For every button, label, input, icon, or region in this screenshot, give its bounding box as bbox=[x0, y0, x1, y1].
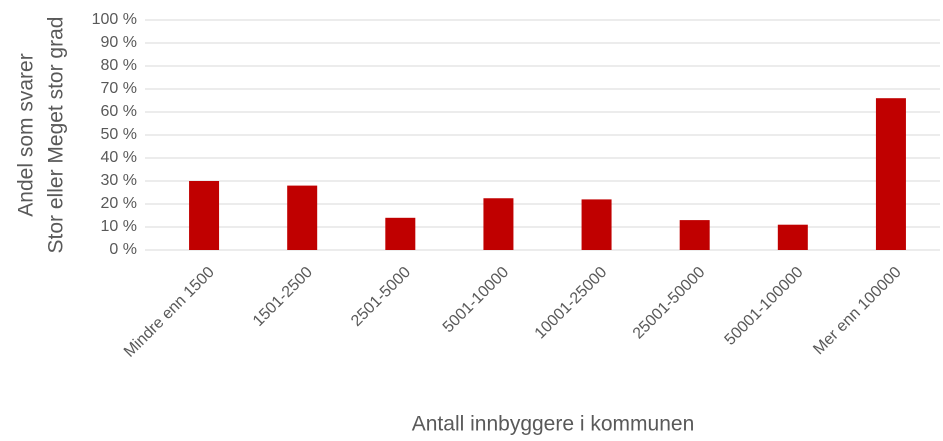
y-tick-label: 100 % bbox=[92, 11, 137, 28]
y-tick-label: 80 % bbox=[101, 57, 137, 74]
bar bbox=[777, 224, 808, 250]
y-tick-label: 0 % bbox=[109, 241, 137, 258]
bar bbox=[483, 198, 514, 250]
bar bbox=[287, 185, 318, 250]
y-tick-label: 90 % bbox=[101, 34, 137, 51]
y-tick-label: 10 % bbox=[101, 218, 137, 235]
x-tick-label: 10001-25000 bbox=[532, 264, 611, 343]
bar bbox=[581, 199, 612, 250]
y-tick-label: 60 % bbox=[101, 103, 137, 120]
y-axis-title-line: Stor eller Meget stor grad bbox=[45, 17, 68, 254]
x-tick-label: Mer enn 100000 bbox=[810, 264, 905, 359]
x-tick-label: Mindre enn 1500 bbox=[121, 264, 218, 361]
x-tick-label: 5001-10000 bbox=[440, 264, 513, 337]
y-tick-label: 70 % bbox=[101, 80, 137, 97]
x-tick-label: 25001-50000 bbox=[630, 264, 709, 343]
bar bbox=[679, 220, 710, 250]
bar bbox=[385, 217, 416, 250]
x-axis-title: Antall innbyggere i kommunen bbox=[412, 413, 695, 436]
y-tick-label: 50 % bbox=[101, 126, 137, 143]
y-tick-label: 30 % bbox=[101, 172, 137, 189]
x-tick-label: 2501-5000 bbox=[348, 264, 414, 330]
y-tick-label: 20 % bbox=[101, 195, 137, 212]
x-tick-label: 50001-100000 bbox=[722, 264, 807, 349]
bar bbox=[189, 181, 220, 250]
bar bbox=[875, 98, 906, 250]
y-axis-title-line: Andel som svarer bbox=[15, 53, 38, 216]
y-tick-label: 40 % bbox=[101, 149, 137, 166]
x-tick-label: 1501-2500 bbox=[250, 264, 316, 330]
